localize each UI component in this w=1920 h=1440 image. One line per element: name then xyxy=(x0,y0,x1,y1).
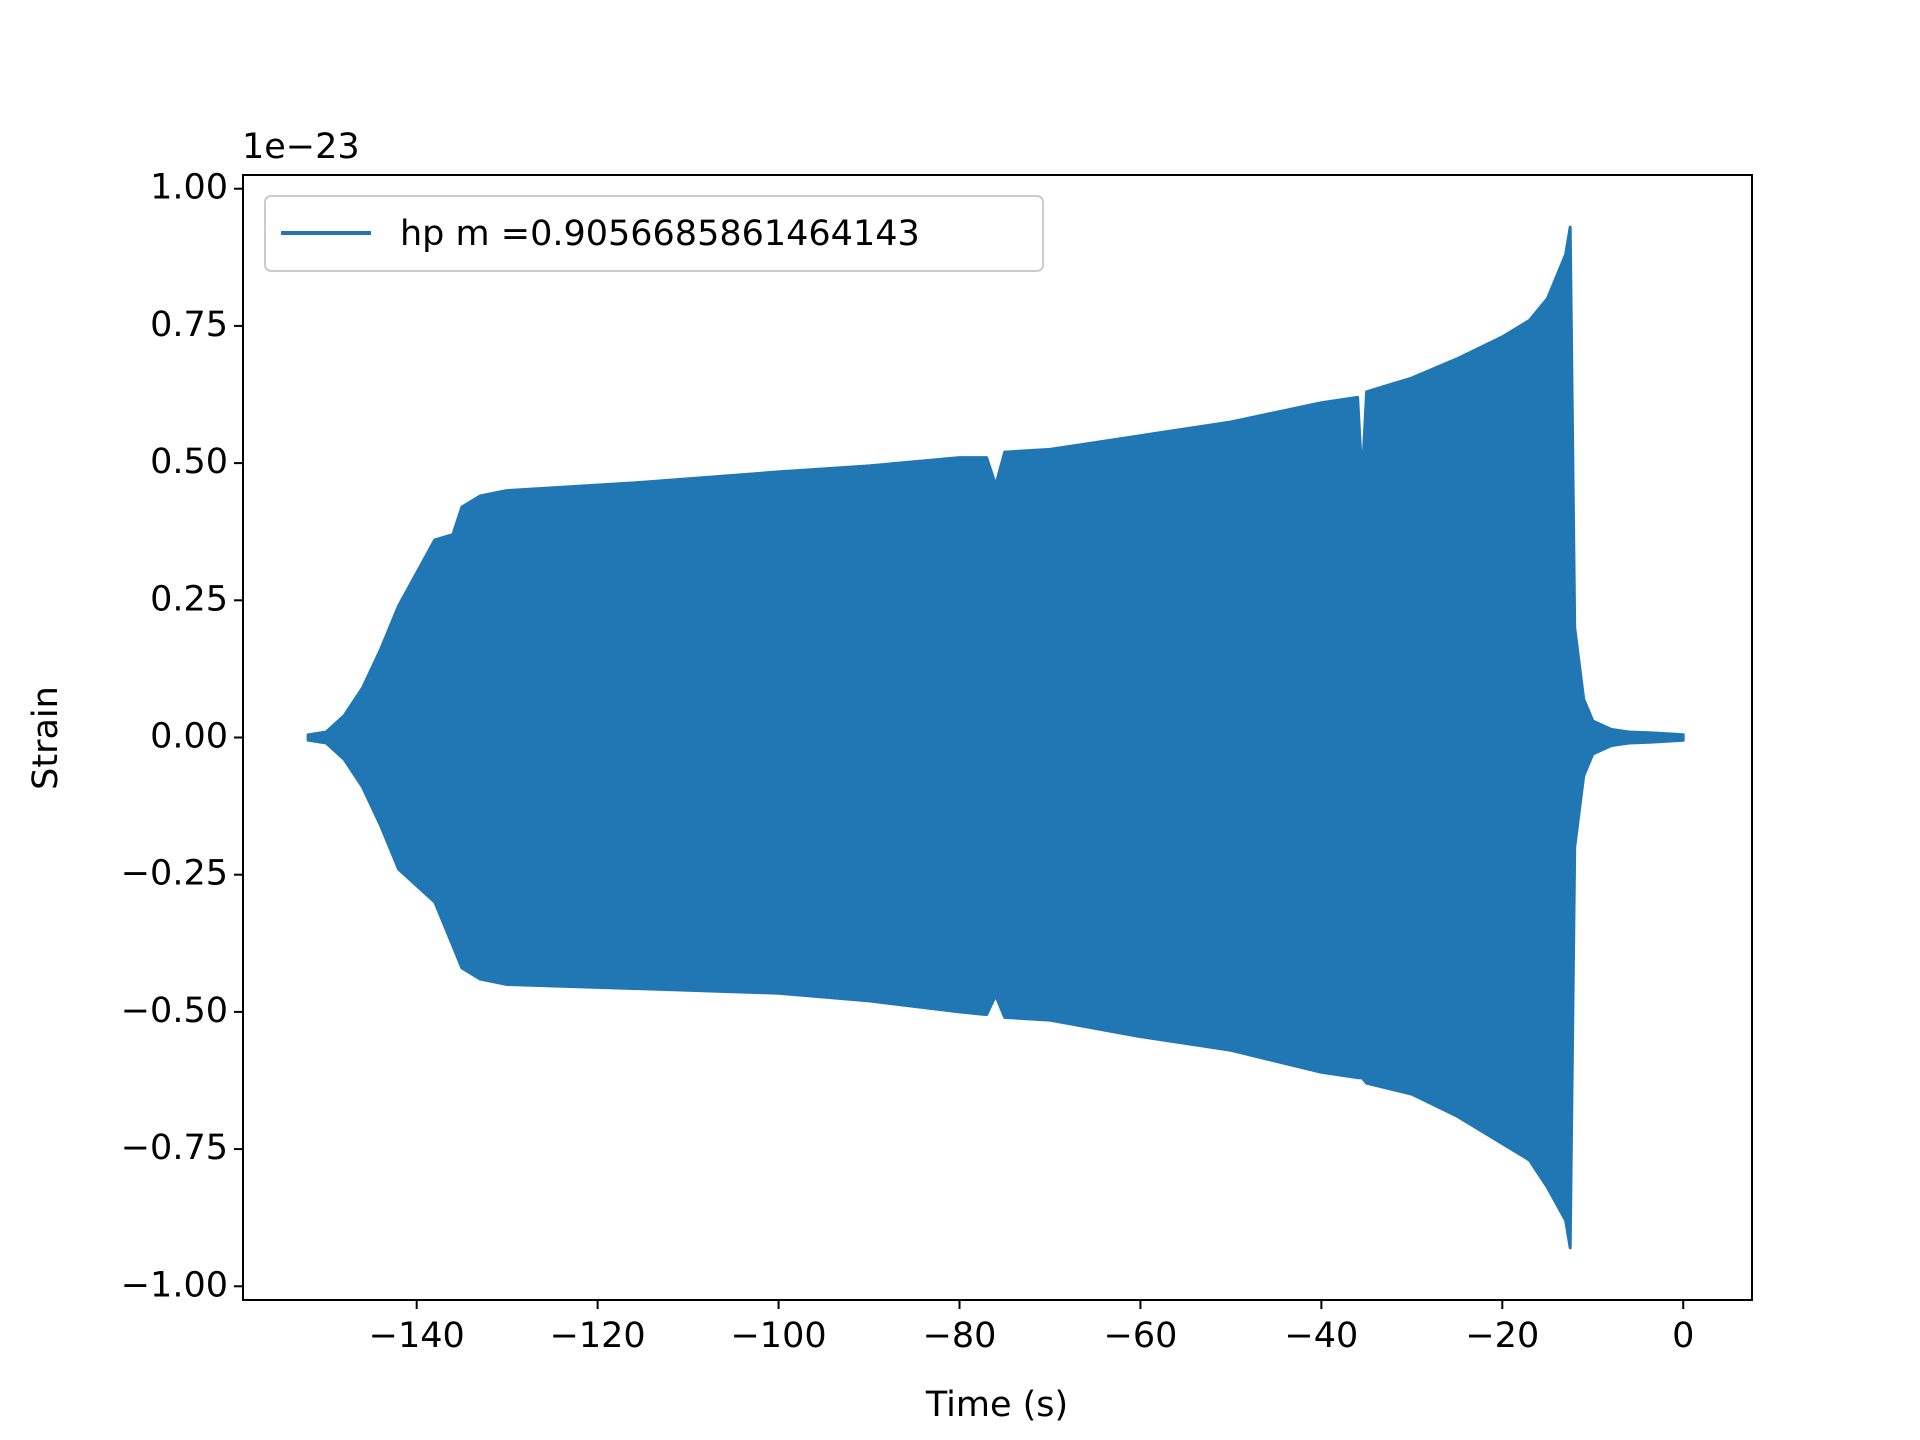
offset-text: 1e−23 xyxy=(242,127,360,167)
y-tick-label: 0.00 xyxy=(150,717,228,757)
x-axis-label: Time (s) xyxy=(925,1385,1068,1425)
y-tick-label: 0.25 xyxy=(150,579,228,619)
y-tick-label: 0.50 xyxy=(150,442,228,482)
x-tick-label: 0 xyxy=(1672,1316,1694,1356)
x-tick-label: −60 xyxy=(1104,1316,1178,1356)
y-tick-label: −0.25 xyxy=(121,854,228,894)
waveform-area xyxy=(306,225,1685,1250)
legend-label: hp m =0.9056685861464143 xyxy=(400,214,920,254)
y-tick-label: −1.00 xyxy=(121,1265,228,1305)
y-tick-label: 0.75 xyxy=(150,305,228,345)
x-tick-label: −100 xyxy=(730,1316,826,1356)
x-tick-label: −140 xyxy=(369,1316,465,1356)
x-tick-label: −120 xyxy=(550,1316,646,1356)
legend-box xyxy=(264,195,1044,272)
y-tick-label: 1.00 xyxy=(150,168,228,208)
y-tick-label: −0.75 xyxy=(121,1128,228,1168)
y-axis-label: Strain xyxy=(26,686,66,790)
x-tick-label: −80 xyxy=(923,1316,997,1356)
x-tick-label: −40 xyxy=(1284,1316,1358,1356)
y-tick-label: −0.50 xyxy=(121,991,228,1031)
x-tick-label: −20 xyxy=(1465,1316,1539,1356)
